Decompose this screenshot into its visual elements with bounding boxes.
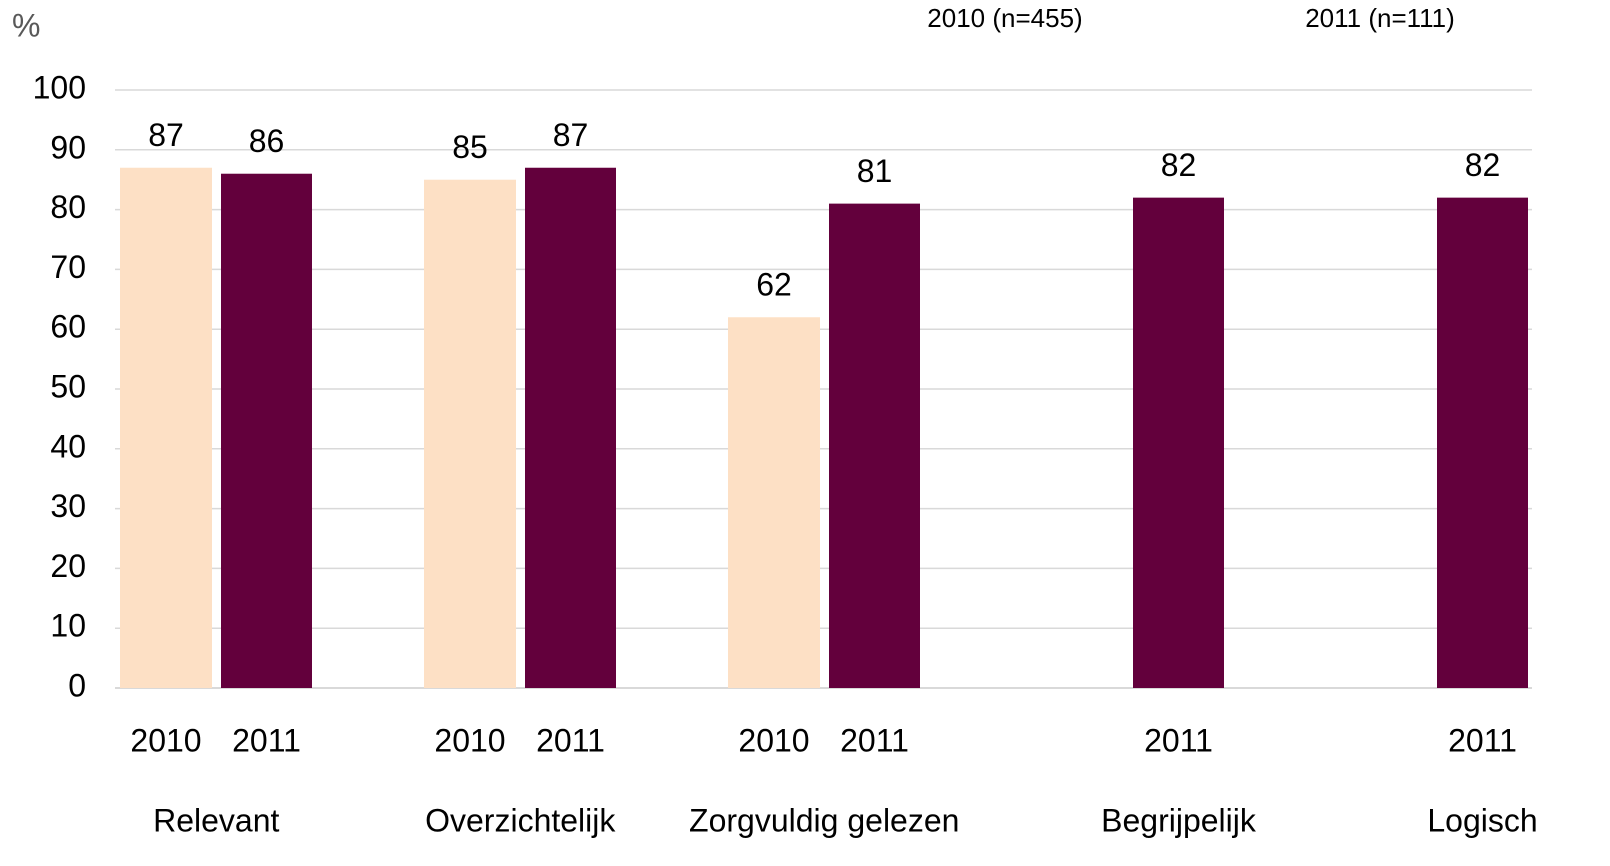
y-tick-label: 80: [50, 189, 86, 225]
bar: [1437, 197, 1528, 688]
data-label: 82: [1161, 147, 1197, 183]
y-tick-label: 50: [50, 368, 86, 404]
data-label: 82: [1465, 147, 1501, 183]
data-label: 87: [148, 117, 184, 153]
data-label: 81: [857, 153, 893, 189]
series-tick-label: 2010: [738, 722, 809, 758]
y-tick-label: 60: [50, 309, 86, 345]
series-tick-label: 2011: [1144, 722, 1213, 758]
series-tick-label: 2011: [1448, 722, 1517, 758]
x-tick-label: Begrijpelijk: [1101, 802, 1257, 838]
legend-label: 2011 (n=111): [1305, 3, 1455, 33]
y-tick-label: 100: [33, 69, 86, 105]
series-tick-label: 2011: [840, 722, 909, 758]
y-tick-label: 40: [50, 428, 86, 464]
bar: [120, 167, 212, 689]
series-tick-label: 2010: [434, 722, 505, 758]
y-tick-label: 70: [50, 249, 86, 285]
bar: [221, 173, 312, 689]
series-tick-label: 2010: [130, 722, 201, 758]
x-tick-label: Logisch: [1427, 802, 1537, 838]
bar: [525, 167, 616, 689]
y-tick-label: 10: [50, 608, 86, 644]
x-tick-label: Zorgvuldig gelezen: [689, 802, 959, 838]
bar: [1133, 197, 1224, 688]
data-label: 85: [452, 129, 488, 165]
data-label: 87: [553, 117, 589, 153]
bar: [728, 317, 820, 688]
y-tick-label: 90: [50, 129, 86, 165]
series-tick-label: 2011: [536, 722, 605, 758]
x-tick-label: Relevant: [153, 802, 279, 838]
legend-label: 2010 (n=455): [927, 3, 1082, 33]
x-tick-label: Overzichtelijk: [425, 802, 616, 838]
bar: [424, 179, 516, 688]
bar: [829, 203, 920, 688]
y-tick-label: 20: [50, 548, 86, 584]
y-tick-label: 0: [68, 667, 86, 703]
series-tick-label: 2011: [232, 722, 301, 758]
data-label: 86: [249, 123, 285, 159]
y-tick-label: 30: [50, 488, 86, 524]
y-axis-label: %: [12, 7, 40, 43]
data-label: 62: [756, 267, 792, 303]
